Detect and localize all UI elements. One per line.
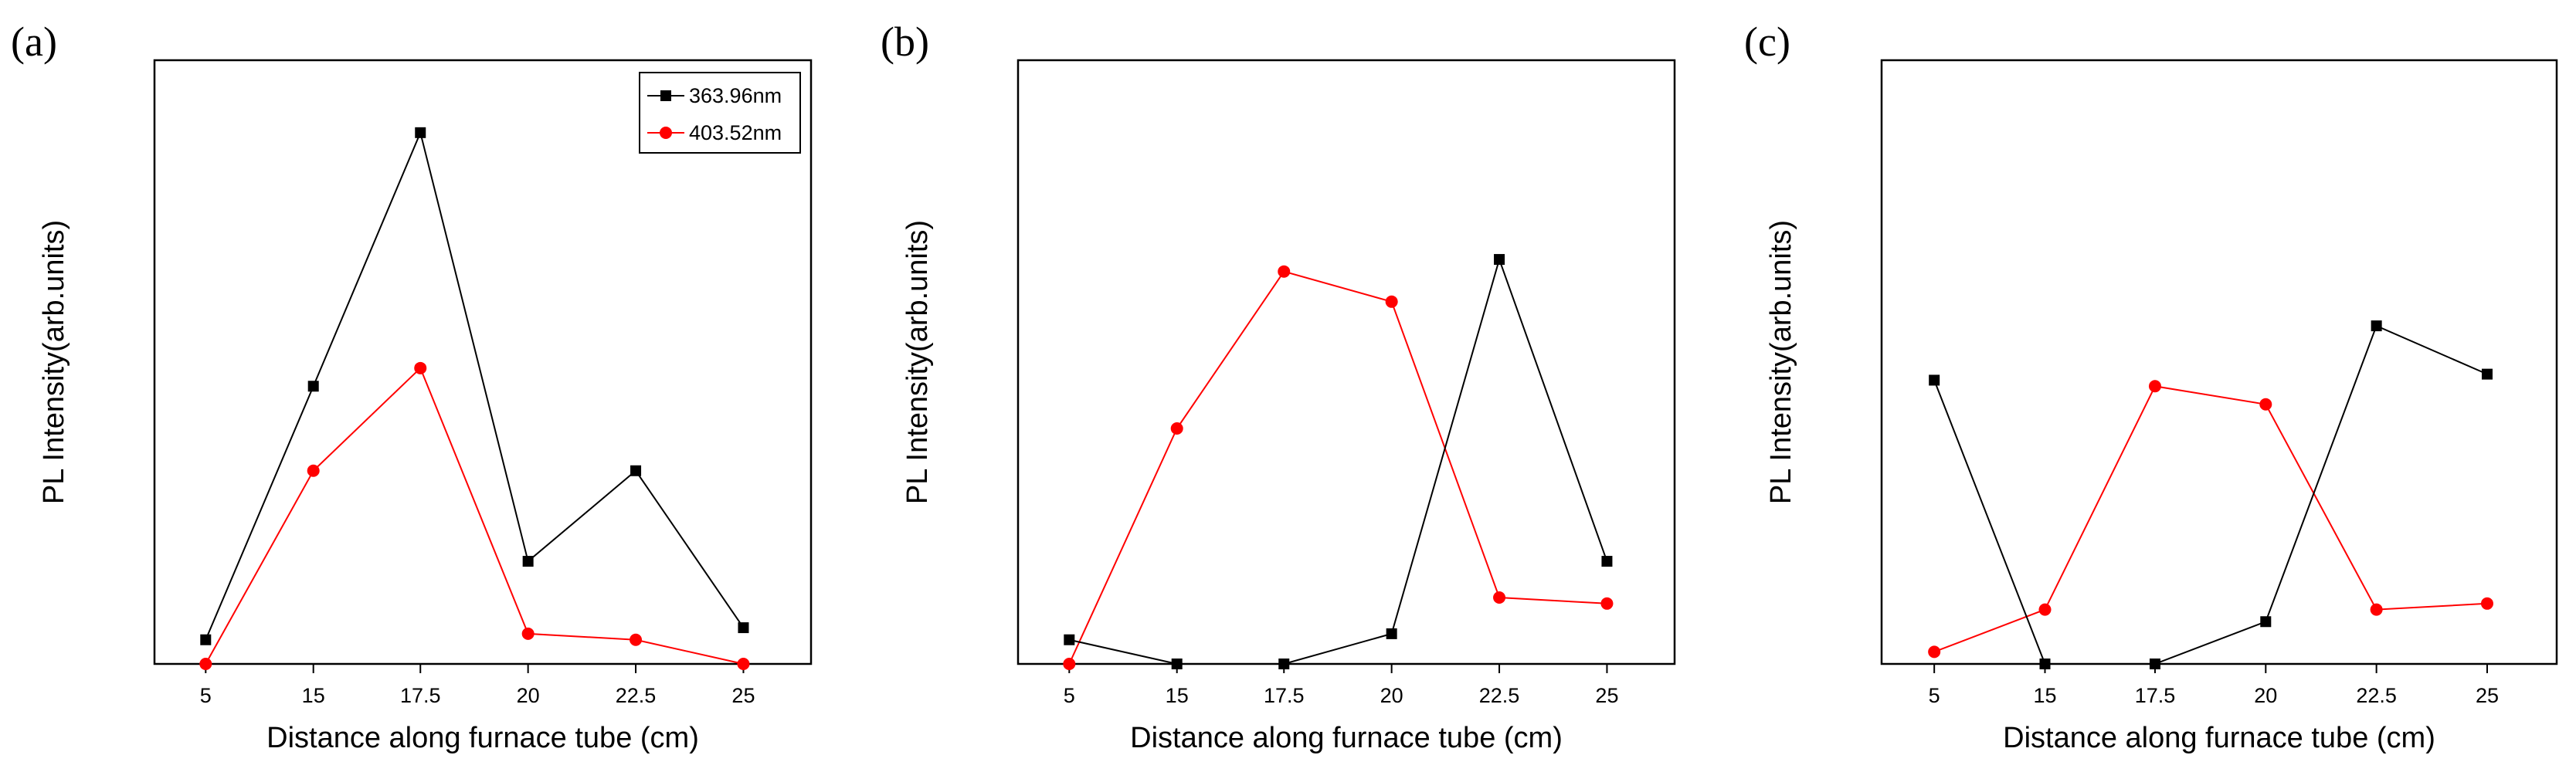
data-point-circle xyxy=(1600,597,1614,610)
series-line-363.96nm xyxy=(205,130,745,641)
data-point-circle xyxy=(1278,265,1291,278)
series-line-403.52nm xyxy=(1068,270,1607,665)
y-axis-title: PL Intensity(arb.units) xyxy=(38,220,70,504)
data-point-square xyxy=(630,465,642,476)
legend-box xyxy=(639,72,801,154)
data-point-square xyxy=(522,556,534,567)
data-point-square xyxy=(2039,659,2051,669)
data-point-circle xyxy=(1493,591,1506,604)
data-point-square xyxy=(415,127,426,138)
panel-label: (b) xyxy=(881,19,929,65)
x-tick-label: 22.5 xyxy=(2356,684,2397,707)
data-point-circle xyxy=(2370,603,2383,616)
data-point-square xyxy=(2260,616,2272,628)
data-point-circle xyxy=(630,633,643,646)
data-point-square xyxy=(1171,659,1183,669)
legend: 363.96nm 403.52nm xyxy=(639,72,801,154)
panel-label: (c) xyxy=(1744,19,1790,65)
data-point-square xyxy=(1278,659,1290,669)
plot-frame xyxy=(1016,59,1676,665)
x-tick-label: 5 xyxy=(1064,684,1075,707)
data-point-circle xyxy=(737,658,750,670)
legend-entry-label: 363.96nm xyxy=(689,84,782,107)
x-tick-label: 20 xyxy=(517,684,540,707)
panel-label: (a) xyxy=(11,19,57,65)
data-point-circle xyxy=(2480,597,2493,610)
x-axis-title: Distance along furnace tube (cm) xyxy=(1130,722,1563,754)
x-tick-label: 17.5 xyxy=(1264,684,1305,707)
x-tick-label: 25 xyxy=(731,684,755,707)
plot-frame xyxy=(153,59,813,665)
x-tick-label: 22.5 xyxy=(1479,684,1520,707)
legend-entry-label: 403.52nm xyxy=(689,121,782,144)
x-tick-label: 5 xyxy=(200,684,212,707)
chart-panel-3: (c) 5 15 17.5 20 22.5 25 Distance along furnace… xyxy=(1744,19,2558,754)
y-axis-title: PL Intensity(arb.units) xyxy=(1765,220,1797,504)
chart-panel-1: (a) 5 15 17.5 20 22.5 25 Distance along furnace… xyxy=(11,19,813,754)
x-tick-label: 17.5 xyxy=(400,684,441,707)
data-point-circle xyxy=(307,464,320,477)
x-tick-label: 25 xyxy=(2476,684,2499,707)
data-point-circle xyxy=(1063,658,1076,670)
x-tick-label: 20 xyxy=(2254,684,2277,707)
data-point-circle xyxy=(521,627,535,640)
plot-frame xyxy=(1880,59,2558,665)
data-point-square xyxy=(307,381,319,392)
x-tick-label: 5 xyxy=(1929,684,1940,707)
x-axis-title: Distance along furnace tube (cm) xyxy=(266,722,699,754)
data-point-circle xyxy=(1170,422,1183,435)
x-tick-label: 15 xyxy=(2033,684,2056,707)
data-point-square xyxy=(1064,634,1075,645)
series-line-363.96nm xyxy=(1069,256,1608,665)
x-tick-label: 25 xyxy=(1595,684,1618,707)
data-point-square xyxy=(200,634,212,645)
data-point-circle xyxy=(1928,645,1941,659)
data-point-square xyxy=(1494,254,1505,266)
data-point-square xyxy=(1929,374,1940,386)
series-line-403.52nm xyxy=(1933,385,2488,653)
y-axis-title: PL Intensity(arb.units) xyxy=(901,220,934,504)
data-point-square xyxy=(2371,320,2382,332)
x-tick-label: 15 xyxy=(302,684,325,707)
x-tick-label: 15 xyxy=(1166,684,1189,707)
legend-marker-square xyxy=(660,90,671,101)
legend-marker-circle xyxy=(660,127,672,139)
data-point-circle xyxy=(199,658,212,670)
series-line-363.96nm xyxy=(1933,324,2488,665)
series-line-403.52nm xyxy=(205,367,744,665)
data-point-circle xyxy=(2038,603,2052,616)
x-axis-title: Distance along furnace tube (cm) xyxy=(2003,722,2435,754)
chart-panel-2: (b) 5 15 17.5 20 22.5 25 Distance along furnace… xyxy=(881,19,1676,754)
data-point-circle xyxy=(1385,295,1398,308)
data-point-square xyxy=(738,622,749,634)
x-tick-label: 17.5 xyxy=(2135,684,2176,707)
data-point-square xyxy=(1386,628,1397,639)
data-point-square xyxy=(2149,659,2160,669)
data-point-square xyxy=(2481,368,2493,380)
x-tick-label: 22.5 xyxy=(616,684,657,707)
x-tick-label: 20 xyxy=(1380,684,1403,707)
data-point-square xyxy=(1601,556,1613,567)
data-point-circle xyxy=(2148,380,2161,393)
data-point-circle xyxy=(414,361,427,374)
data-point-circle xyxy=(2259,398,2272,411)
